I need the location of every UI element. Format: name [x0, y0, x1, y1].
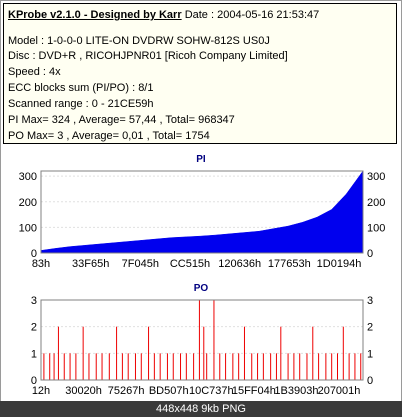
- x-tick-label: 83h: [32, 258, 50, 270]
- x-tick-label: 207001h: [318, 385, 361, 397]
- kprobe-window: KProbe v2.1.0 - Designed by Karr Date : …: [0, 0, 402, 402]
- title-line: KProbe v2.1.0 - Designed by Karr Date : …: [8, 9, 319, 22]
- app-title: KProbe v2.1.0 - Designed by Karr: [8, 9, 182, 21]
- x-tick-label: 177653h: [268, 258, 311, 270]
- pi-chart: PI 0 0 100 100 200 200 300 300 83h 33F65h 7F045h CC5…: [19, 154, 386, 270]
- x-tick-label: CC515h: [170, 258, 210, 270]
- y-tick-label-left: 2: [31, 322, 37, 334]
- y-tick-label-right: 3: [367, 295, 373, 307]
- y-tick-label-right: 2: [367, 322, 373, 334]
- image-caption: 448x448 9kb PNG: [0, 401, 402, 417]
- y-tick-label-left: 200: [19, 197, 37, 209]
- chart-title: PI: [196, 154, 206, 165]
- po-stats: PO Max= 3 , Average= 0,01 , Total= 1754: [8, 130, 210, 142]
- y-tick-label-left: 300: [19, 171, 37, 183]
- y-tick-label-left: 1: [31, 348, 37, 360]
- scanned-range: Scanned range : 0 - 21CE59h: [8, 98, 154, 110]
- y-tick-label-right: 0: [367, 248, 373, 260]
- y-tick-label-left: 3: [31, 295, 37, 307]
- pi-series-area: [40, 170, 364, 254]
- y-tick-label-right: 1: [367, 348, 373, 360]
- y-tick-label-right: 100: [367, 222, 385, 234]
- x-tick-label: 1B3903h: [274, 385, 318, 397]
- x-tick-label: 30020h: [65, 385, 102, 397]
- chart-title: PO: [194, 283, 209, 294]
- plot-border: [40, 299, 364, 381]
- y-tick-label-right: 200: [367, 197, 385, 209]
- pi-stats: PI Max= 324 , Average= 57,44 , Total= 96…: [8, 114, 235, 126]
- x-tick-label: 12h: [32, 385, 50, 397]
- x-tick-label: 120636h: [218, 258, 261, 270]
- plot-border: [40, 170, 364, 254]
- x-tick-label: 10C737h: [189, 385, 234, 397]
- scan-speed: Speed : 4x: [8, 66, 61, 78]
- y-tick-label-left: 100: [19, 222, 37, 234]
- x-tick-label: BD507h: [149, 385, 189, 397]
- x-tick-label: 1D0194h: [317, 258, 362, 270]
- disc-info: Disc : DVD+R , RICOHJPNR01 [Ricoh Compan…: [8, 50, 288, 62]
- y-tick-label-right: 300: [367, 171, 385, 183]
- x-tick-label: 33F65h: [72, 258, 109, 270]
- drive-model: Model : 1-0-0-0 LITE-ON DVDRW SOHW-812S …: [8, 35, 270, 47]
- info-panel: KProbe v2.1.0 - Designed by Karr Date : …: [3, 3, 397, 144]
- ecc-blocks: ECC blocks sum (PI/PO) : 8/1: [8, 82, 154, 94]
- x-tick-label: 7F045h: [122, 258, 159, 270]
- x-tick-label: 15FF04h: [232, 385, 276, 397]
- po-chart: PO 0 0 1 1 2 2 3 3 12h 30020h 75267h BD507h 10C737h15…: [31, 283, 373, 397]
- scan-date: Date : 2004-05-16 21:53:47: [184, 9, 320, 21]
- y-tick-label-left: 0: [31, 248, 37, 260]
- y-tick-label-left: 0: [31, 375, 37, 387]
- x-tick-label: 75267h: [108, 385, 145, 397]
- y-tick-label-right: 0: [367, 375, 373, 387]
